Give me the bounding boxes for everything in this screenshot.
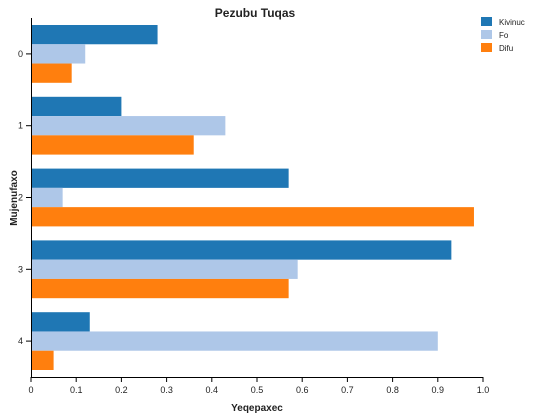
bar-fo-0 xyxy=(31,44,86,64)
y-axis-ticks: 0 1 2 3 4 xyxy=(18,49,31,346)
bar-fo-4 xyxy=(31,331,438,351)
bar-fo-1 xyxy=(31,116,226,136)
x-tick-label: 0.2 xyxy=(115,385,128,395)
x-tick-label: 0.3 xyxy=(160,385,173,395)
x-tick-label: 0.5 xyxy=(251,385,264,395)
bar-kivinuc-2 xyxy=(31,168,289,188)
x-tick-label: 0.9 xyxy=(432,385,445,395)
x-tick-label: 0 xyxy=(28,385,33,395)
x-tick-label: 0.6 xyxy=(296,385,309,395)
bar-difu-1 xyxy=(31,135,194,155)
legend-label-fo: Fo xyxy=(499,31,509,40)
x-tick-label: 0.4 xyxy=(206,385,219,395)
bar-kivinuc-1 xyxy=(31,96,122,117)
bar-fo-3 xyxy=(31,259,298,279)
y-tick-label: 3 xyxy=(18,264,23,274)
bar-difu-4 xyxy=(31,350,54,370)
legend-swatch-kivinuc xyxy=(481,17,492,26)
bar-difu-0 xyxy=(31,63,72,83)
y-axis-title: Mujenufaxo xyxy=(9,170,20,226)
legend-swatch-difu xyxy=(481,43,492,52)
x-tick-label: 1.0 xyxy=(477,385,490,395)
y-tick-label: 4 xyxy=(18,336,23,346)
bar-fo-2 xyxy=(31,187,63,208)
bar-difu-3 xyxy=(31,278,289,299)
chart-title: Pezubu Tuqas xyxy=(215,6,296,20)
bars-group xyxy=(31,25,474,370)
x-axis-title: Yeqepaxec xyxy=(231,403,283,414)
legend-swatch-fo xyxy=(481,30,492,39)
x-tick-label: 0.8 xyxy=(386,385,399,395)
y-tick-label: 0 xyxy=(18,49,23,59)
bar-kivinuc-0 xyxy=(31,25,158,45)
y-tick-label: 1 xyxy=(18,121,23,131)
bar-kivinuc-3 xyxy=(31,240,452,260)
legend-label-difu: Difu xyxy=(499,44,513,53)
bar-difu-2 xyxy=(31,207,474,227)
bar-kivinuc-4 xyxy=(31,312,90,332)
y-tick-label: 2 xyxy=(18,193,23,203)
x-axis-ticks: 0 0.1 0.2 0.3 0.4 0.5 0.6 0.7 0.8 0.9 1.0 xyxy=(28,377,489,395)
x-tick-label: 0.7 xyxy=(341,385,354,395)
legend: Kivinuc Fo Difu xyxy=(481,17,525,53)
legend-label-kivinuc: Kivinuc xyxy=(499,18,525,27)
x-tick-label: 0.1 xyxy=(70,385,83,395)
